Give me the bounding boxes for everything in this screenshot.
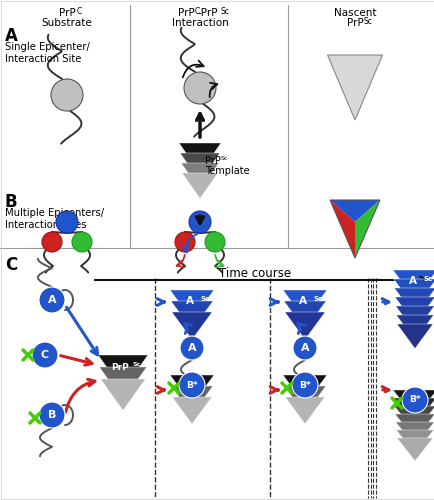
Polygon shape (329, 200, 379, 222)
Polygon shape (392, 270, 434, 300)
Text: Sc: Sc (363, 17, 372, 26)
Polygon shape (180, 153, 220, 182)
Circle shape (291, 372, 317, 398)
Text: A: A (187, 343, 196, 353)
Polygon shape (395, 306, 434, 332)
Text: Nascent: Nascent (333, 8, 375, 18)
Polygon shape (393, 406, 434, 432)
Polygon shape (182, 173, 217, 199)
Polygon shape (329, 200, 354, 258)
Text: B*: B* (408, 396, 420, 404)
Polygon shape (100, 379, 145, 410)
Text: C: C (77, 7, 82, 16)
Circle shape (39, 402, 65, 428)
Polygon shape (283, 301, 326, 330)
Polygon shape (283, 290, 326, 320)
Text: Single Epicenter/: Single Epicenter/ (5, 42, 90, 52)
Text: PrP: PrP (346, 18, 363, 28)
Polygon shape (354, 200, 379, 258)
Polygon shape (283, 386, 325, 414)
Text: Sc: Sc (133, 362, 141, 368)
Polygon shape (170, 290, 214, 320)
Polygon shape (396, 324, 432, 348)
Circle shape (72, 232, 92, 252)
Polygon shape (172, 397, 211, 424)
Text: PrP: PrP (204, 156, 220, 166)
Polygon shape (393, 288, 434, 316)
Polygon shape (395, 422, 434, 446)
Circle shape (178, 372, 204, 398)
Text: Sc: Sc (423, 276, 432, 282)
Text: Time course: Time course (218, 267, 290, 280)
Circle shape (204, 232, 224, 252)
Polygon shape (171, 312, 212, 340)
Text: B*: B* (299, 380, 310, 390)
Text: Sc: Sc (201, 296, 210, 302)
Text: B: B (5, 193, 18, 211)
Text: Template: Template (204, 166, 249, 176)
Text: A: A (5, 27, 18, 45)
Text: B*: B* (186, 380, 197, 390)
Text: Sc: Sc (220, 7, 229, 16)
Text: A: A (408, 276, 416, 286)
Polygon shape (392, 390, 434, 418)
Text: C: C (41, 350, 49, 360)
Polygon shape (395, 315, 433, 340)
Text: Interaction Site: Interaction Site (5, 54, 81, 64)
Circle shape (32, 342, 58, 368)
Polygon shape (99, 367, 146, 400)
Text: A: A (300, 343, 309, 353)
Text: C: C (5, 256, 17, 274)
Polygon shape (171, 386, 212, 414)
Text: Sc: Sc (313, 296, 322, 302)
Circle shape (42, 232, 62, 252)
Circle shape (39, 287, 65, 313)
Circle shape (401, 387, 427, 413)
Polygon shape (283, 375, 326, 405)
Circle shape (51, 79, 83, 111)
Text: -PrP: -PrP (197, 8, 218, 18)
Text: PrP: PrP (59, 8, 75, 18)
Text: B: B (48, 410, 56, 420)
Text: A: A (186, 296, 194, 306)
Polygon shape (396, 438, 432, 461)
Circle shape (174, 232, 194, 252)
Polygon shape (178, 143, 220, 173)
Polygon shape (327, 55, 381, 120)
Text: A: A (48, 295, 56, 305)
Text: Substrate: Substrate (42, 18, 92, 28)
Polygon shape (98, 355, 148, 390)
Text: Sc: Sc (220, 156, 228, 162)
Text: PrP: PrP (178, 8, 194, 18)
Text: Multiple Epicenters/: Multiple Epicenters/ (5, 208, 104, 218)
Polygon shape (393, 279, 434, 308)
Circle shape (180, 336, 204, 360)
Polygon shape (285, 397, 324, 424)
Circle shape (184, 72, 216, 104)
Text: C: C (194, 7, 200, 16)
Polygon shape (394, 297, 434, 324)
Polygon shape (394, 414, 434, 440)
Polygon shape (393, 398, 434, 425)
Polygon shape (171, 301, 213, 330)
Circle shape (56, 211, 78, 233)
Polygon shape (284, 312, 325, 340)
Text: PrP: PrP (111, 362, 128, 372)
Text: A: A (298, 296, 306, 306)
Text: Interaction Sites: Interaction Sites (5, 220, 86, 230)
Polygon shape (181, 163, 218, 190)
Text: Interaction: Interaction (171, 18, 228, 28)
Polygon shape (170, 375, 214, 405)
Circle shape (293, 336, 316, 360)
Circle shape (188, 211, 210, 233)
Polygon shape (395, 430, 433, 454)
